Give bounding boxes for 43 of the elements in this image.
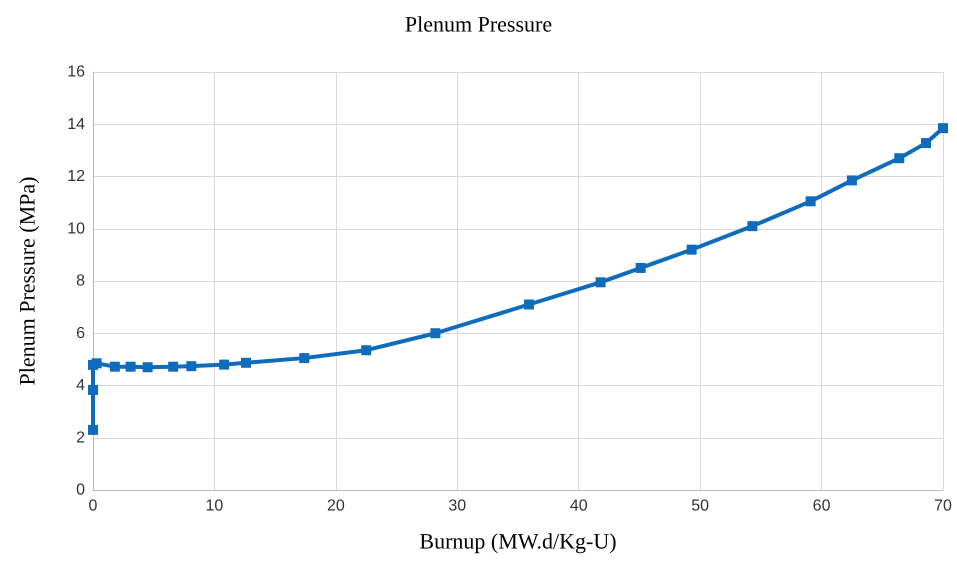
point <box>126 362 136 372</box>
point <box>241 358 251 368</box>
x-tick-label: 0 <box>88 498 98 514</box>
y-tick-label: 6 <box>76 324 86 342</box>
chart-title: Plenum Pressure <box>404 12 552 36</box>
x-tick-label: 10 <box>206 498 224 514</box>
point <box>938 123 948 134</box>
point <box>186 361 196 372</box>
point <box>430 328 440 338</box>
y-tick-label: 0 <box>76 482 86 498</box>
point <box>361 345 372 356</box>
point <box>894 153 904 164</box>
y-tick-label: 2 <box>76 429 86 446</box>
x-axis-title: Burnup (MW.d/Kg-U) <box>419 528 617 554</box>
point <box>88 424 98 435</box>
y-tick-label: 14 <box>67 116 86 133</box>
x-tick-label: 20 <box>326 498 345 514</box>
point <box>168 362 178 372</box>
point <box>88 384 98 395</box>
x-tick-label: 70 <box>934 498 952 514</box>
point <box>921 138 931 148</box>
x-tick-label: 40 <box>570 498 588 514</box>
point <box>219 360 230 370</box>
point <box>806 196 816 206</box>
point <box>142 362 153 372</box>
y-axis-title: Plenum Pressure (MPa) <box>14 176 40 386</box>
y-tick-label: 12 <box>67 168 86 185</box>
y-tick-label: 16 <box>67 64 86 80</box>
point <box>747 221 758 232</box>
y-tick-label: 8 <box>76 272 86 290</box>
point <box>92 358 102 368</box>
point <box>686 244 697 255</box>
y-tick-label: 10 <box>67 220 86 238</box>
x-tick-label: 30 <box>448 498 466 514</box>
x-tick-label: 60 <box>812 498 831 514</box>
point <box>846 175 857 186</box>
y-tick-label: 4 <box>76 377 86 394</box>
point <box>299 353 310 364</box>
point <box>596 277 606 288</box>
point <box>524 300 534 310</box>
x-tick-label: 50 <box>691 498 710 514</box>
point <box>636 262 646 273</box>
point <box>110 362 120 372</box>
